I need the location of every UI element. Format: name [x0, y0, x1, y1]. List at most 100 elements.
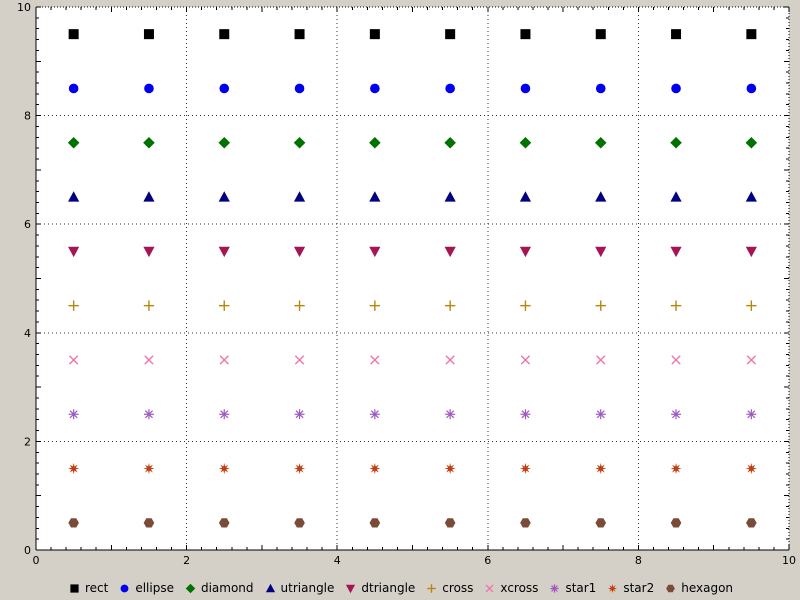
- marker-utriangle: [670, 191, 682, 202]
- marker-ellipse: [219, 83, 230, 94]
- marker-ellipse: [68, 83, 79, 94]
- marker-star2: [745, 462, 757, 475]
- rect-marker-icon: [70, 583, 79, 593]
- marker-hexagon: [143, 518, 155, 528]
- marker-star2: [595, 462, 607, 475]
- legend-label-rect: rect: [84, 581, 109, 595]
- marker-rect: [445, 29, 456, 40]
- marker-hexagon: [369, 518, 381, 528]
- legend-glyph-ellipse: [120, 584, 129, 592]
- x-axis-tick-label: 6: [484, 554, 491, 567]
- marker-rect: [595, 29, 606, 40]
- legend-label-cross: cross: [442, 581, 474, 595]
- plot-area: [36, 7, 789, 550]
- y-axis-tick-label: 0: [24, 544, 31, 557]
- legend-glyph-rect: [70, 583, 79, 593]
- marker-ellipse: [294, 83, 305, 94]
- x-axis-tick-label: 0: [33, 554, 40, 567]
- marker-ellipse: [144, 83, 154, 94]
- marker-ellipse: [671, 83, 681, 94]
- marker-hexagon: [520, 518, 531, 528]
- legend-glyph-xcross: [485, 584, 494, 592]
- scatter-plot: 0 2 4 6 8 10 0 2 4 6 8 10: [17, 1, 796, 567]
- star1-marker-icon: [550, 583, 560, 593]
- legend-item-hexagon: hexagon: [663, 581, 733, 596]
- marker-utriangle: [293, 191, 306, 202]
- marker-dtriangle: [444, 246, 456, 258]
- marker-dtriangle: [369, 246, 381, 258]
- marker-star1: [521, 410, 530, 419]
- legend-label-utriangle: utriangle: [280, 581, 335, 595]
- marker-ellipse: [746, 83, 757, 94]
- marker-rect: [671, 29, 682, 40]
- marker-diamond: [369, 136, 381, 149]
- y-axis-tick-label: 4: [24, 327, 31, 340]
- marker-dtriangle: [218, 246, 230, 258]
- marker-ellipse: [370, 83, 380, 94]
- legend-label-star1: star1: [565, 581, 597, 595]
- star2-marker-icon: [608, 583, 618, 593]
- marker-xcross: [445, 355, 455, 365]
- marker-star1: [747, 410, 756, 419]
- marker-star2: [369, 462, 381, 475]
- utriangle-marker-icon: [265, 583, 275, 592]
- marker-hexagon: [68, 518, 79, 528]
- marker-rect: [68, 29, 79, 40]
- marker-star1: [672, 410, 681, 419]
- marker-star2: [670, 462, 682, 475]
- marker-star2: [444, 462, 456, 475]
- marker-dtriangle: [519, 246, 532, 258]
- marker-star2: [218, 462, 230, 475]
- marker-utriangle: [143, 191, 155, 202]
- marker-dtriangle: [143, 246, 155, 258]
- marker-rect: [746, 29, 757, 40]
- marker-diamond: [745, 136, 758, 149]
- marker-utriangle: [68, 191, 80, 202]
- marker-rect: [143, 29, 154, 40]
- x-axis-tick-label: 8: [635, 554, 642, 567]
- marker-xcross: [746, 355, 757, 365]
- marker-diamond: [143, 136, 155, 149]
- legend-label-diamond: diamond: [200, 581, 254, 595]
- legend-label-star2: star2: [623, 581, 655, 595]
- marker-diamond: [444, 136, 456, 149]
- marker-xcross: [671, 355, 681, 365]
- marker-xcross: [520, 355, 531, 365]
- legend: rect ellipse diamond utriangle dtriangle cros…: [0, 576, 800, 600]
- legend-item-ellipse: ellipse: [117, 581, 174, 596]
- legend-item-star1: star1: [547, 581, 596, 596]
- marker-star2: [519, 462, 532, 475]
- legend-label-dtriangle: dtriangle: [361, 581, 416, 595]
- legend-label-hexagon: hexagon: [681, 581, 734, 595]
- marker-xcross: [596, 355, 606, 365]
- marker-dtriangle: [68, 246, 80, 258]
- marker-rect: [219, 29, 230, 40]
- marker-utriangle: [519, 191, 532, 202]
- marker-utriangle: [444, 191, 456, 202]
- marker-ellipse: [445, 83, 455, 94]
- legend-glyph-star2: [608, 583, 618, 593]
- legend-glyph-dtriangle: [346, 584, 356, 593]
- marker-diamond: [519, 136, 532, 149]
- marker-hexagon: [595, 518, 607, 528]
- marker-utriangle: [218, 191, 230, 202]
- marker-hexagon: [444, 518, 456, 528]
- y-axis-tick-label: 8: [24, 110, 31, 123]
- legend-item-star2: star2: [605, 581, 654, 596]
- marker-hexagon: [746, 518, 757, 528]
- marker-star2: [68, 462, 80, 475]
- marker-ellipse: [595, 83, 606, 94]
- legend-item-utriangle: utriangle: [263, 581, 335, 596]
- y-axis-tick-label: 10: [17, 1, 31, 14]
- legend-glyph-utriangle: [265, 583, 275, 592]
- marker-star2: [293, 462, 306, 475]
- marker-dtriangle: [670, 246, 682, 258]
- marker-diamond: [218, 136, 231, 149]
- marker-dtriangle: [595, 246, 607, 258]
- marker-hexagon: [294, 518, 305, 528]
- marker-dtriangle: [293, 246, 306, 258]
- legend-label-ellipse: ellipse: [135, 581, 174, 595]
- x-axis-tick-label: 2: [183, 554, 190, 567]
- marker-star1: [596, 410, 605, 419]
- marker-star1: [220, 410, 229, 419]
